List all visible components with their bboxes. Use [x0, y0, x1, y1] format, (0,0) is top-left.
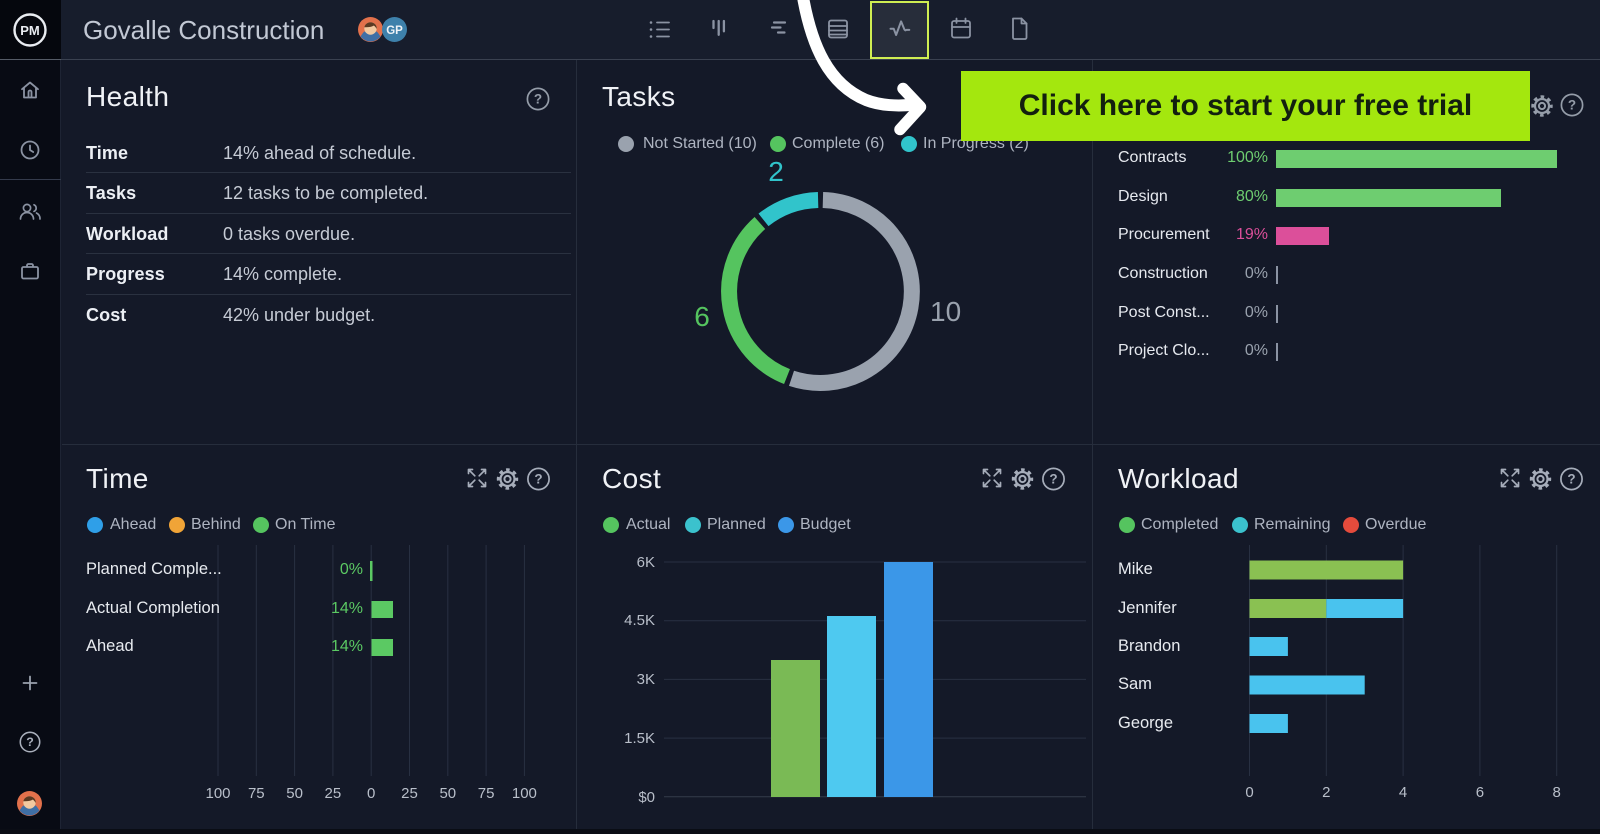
svg-text:?: ?: [534, 472, 542, 487]
svg-text:?: ?: [1567, 472, 1575, 487]
svg-text:?: ?: [26, 735, 34, 749]
svg-text:GP: GP: [386, 25, 403, 37]
svg-text:?: ?: [1568, 98, 1576, 113]
svg-text:PM: PM: [20, 23, 40, 38]
svg-text:?: ?: [1049, 472, 1057, 487]
svg-text:?: ?: [534, 92, 542, 107]
